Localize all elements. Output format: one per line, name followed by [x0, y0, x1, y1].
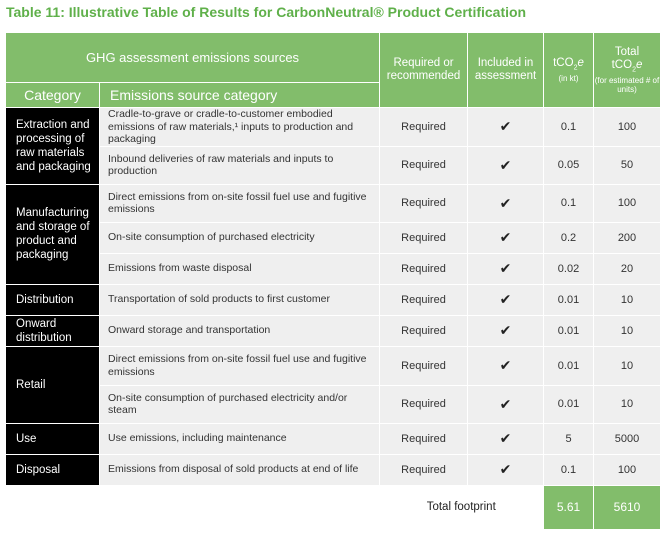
total-cell: 100 — [593, 453, 661, 486]
category-cell: Use — [5, 422, 100, 455]
tco2e-unit: (in kt) — [558, 74, 579, 84]
table-row: Use Use emissions, including maintenance R… — [5, 422, 661, 455]
table-row: On-site consumption of purchased electri… — [6, 384, 661, 424]
check-icon: ✔ — [467, 145, 544, 185]
table-row: Retail Direct emissions from on-site foss… — [5, 345, 661, 424]
check-icon: ✔ — [467, 422, 544, 455]
source-cell: Emissions from disposal of sold products… — [99, 453, 380, 486]
total-main: tCO — [611, 58, 633, 71]
tco2e-cell: 0.02 — [543, 252, 594, 285]
source-cell: On-site consumption of purchased electri… — [99, 221, 380, 254]
total-cell: 200 — [593, 221, 661, 254]
total-footprint-label: Total footprint — [379, 485, 544, 529]
source-category-header: Emissions source category — [99, 82, 380, 108]
tco2e-cell: 0.1 — [543, 107, 594, 147]
tco2e-cell: 0.2 — [543, 221, 594, 254]
total-cell: 10 — [593, 314, 661, 347]
table-row: Extraction and processing of raw materia… — [5, 107, 661, 185]
table-row: Onward distribution Onward storage and tr… — [5, 314, 661, 347]
category-header: Category — [5, 82, 100, 108]
total-note: (for estimated # of units) — [594, 76, 660, 95]
results-table: GHG assessment emissions sources Require… — [5, 32, 661, 530]
check-icon: ✔ — [467, 252, 544, 285]
source-cell: Direct emissions from on-site fossil fue… — [99, 183, 380, 223]
table-title: Table 11: Illustrative Table of Results … — [6, 4, 527, 20]
table-row: Distribution Transportation of sold produ… — [5, 283, 661, 316]
check-icon: ✔ — [467, 345, 544, 386]
source-cell: Use emissions, including maintenance — [99, 422, 380, 455]
total-cell: 10 — [593, 345, 661, 386]
category-cell: Extraction and processing of raw materia… — [5, 107, 100, 185]
category-cell: Retail — [5, 345, 100, 424]
tco2e-main: tCO — [553, 56, 574, 69]
total-label: Total — [614, 45, 640, 58]
source-cell: On-site consumption of purchased electri… — [99, 384, 380, 424]
tco2e-cell: 0.01 — [543, 345, 594, 386]
required-cell: Required — [379, 145, 468, 185]
table-row: Manufacturing and storage of product and… — [5, 183, 661, 285]
included-header: Included in assessment — [467, 32, 544, 108]
tco2e-cell: 0.05 — [543, 145, 594, 185]
table-row: On-site consumption of purchased electri… — [6, 221, 661, 254]
required-header: Required or recommended — [379, 32, 468, 108]
total-units: 5610 — [593, 484, 661, 530]
total-cell: 100 — [593, 183, 661, 223]
check-icon: ✔ — [467, 283, 544, 316]
required-cell: Required — [379, 345, 468, 386]
tco2e-cell: 0.01 — [543, 283, 594, 316]
total-e: e — [635, 58, 643, 71]
required-cell: Required — [379, 183, 468, 223]
tco2e-cell: 5 — [543, 422, 594, 455]
check-icon: ✔ — [467, 183, 544, 223]
source-cell: Inbound deliveries of raw materials and … — [99, 145, 380, 185]
ghg-sources-header: GHG assessment emissions sources — [5, 32, 380, 83]
required-cell: Required — [379, 283, 468, 316]
table-body: Extraction and processing of raw materia… — [5, 107, 661, 486]
tco2e-cell: 0.1 — [543, 183, 594, 223]
required-cell: Required — [379, 221, 468, 254]
source-cell: Onward storage and transportation — [99, 314, 380, 347]
category-cell: Onward distribution — [5, 314, 100, 347]
check-icon: ✔ — [467, 107, 544, 147]
tco2e-cell: 0.1 — [543, 453, 594, 486]
source-cell: Emissions from waste disposal — [99, 252, 380, 285]
category-cell: Manufacturing and storage of product and… — [5, 183, 100, 285]
tco2e-cell: 0.01 — [543, 384, 594, 424]
footer-spacer — [5, 485, 380, 529]
tco2e-e: e — [577, 56, 584, 69]
required-cell: Required — [379, 422, 468, 455]
required-cell: Required — [379, 314, 468, 347]
tco2e-header: tCO2e (in kt) — [543, 32, 594, 108]
table-row: Inbound deliveries of raw materials and … — [6, 145, 661, 185]
total-cell: 20 — [593, 252, 661, 285]
total-cell: 100 — [593, 107, 661, 147]
total-cell: 10 — [593, 283, 661, 316]
category-cell: Distribution — [5, 283, 100, 316]
check-icon: ✔ — [467, 384, 544, 424]
total-sub: 2 — [632, 66, 636, 74]
tco2e-cell: 0.01 — [543, 314, 594, 347]
tco2e-sub: 2 — [573, 64, 578, 72]
table-row: Disposal Emissions from disposal of sold … — [5, 453, 661, 486]
total-tco2e: 5.61 — [543, 484, 594, 530]
total-header: Total tCO2e (for estimated # of units) — [593, 32, 661, 108]
required-cell: Required — [379, 453, 468, 486]
source-cell: Cradle-to-grave or cradle-to-customer em… — [99, 107, 380, 147]
table-row: Emissions from waste disposal Required ✔ 0.… — [6, 252, 661, 285]
required-cell: Required — [379, 252, 468, 285]
total-cell: 10 — [593, 384, 661, 424]
source-cell: Direct emissions from on-site fossil fue… — [99, 345, 380, 386]
required-cell: Required — [379, 384, 468, 424]
source-cell: Transportation of sold products to first… — [99, 283, 380, 316]
total-cell: 50 — [593, 145, 661, 185]
check-icon: ✔ — [467, 221, 544, 254]
check-icon: ✔ — [467, 453, 544, 486]
category-cell: Disposal — [5, 453, 100, 486]
check-icon: ✔ — [467, 314, 544, 347]
required-cell: Required — [379, 107, 468, 147]
total-cell: 5000 — [593, 422, 661, 455]
